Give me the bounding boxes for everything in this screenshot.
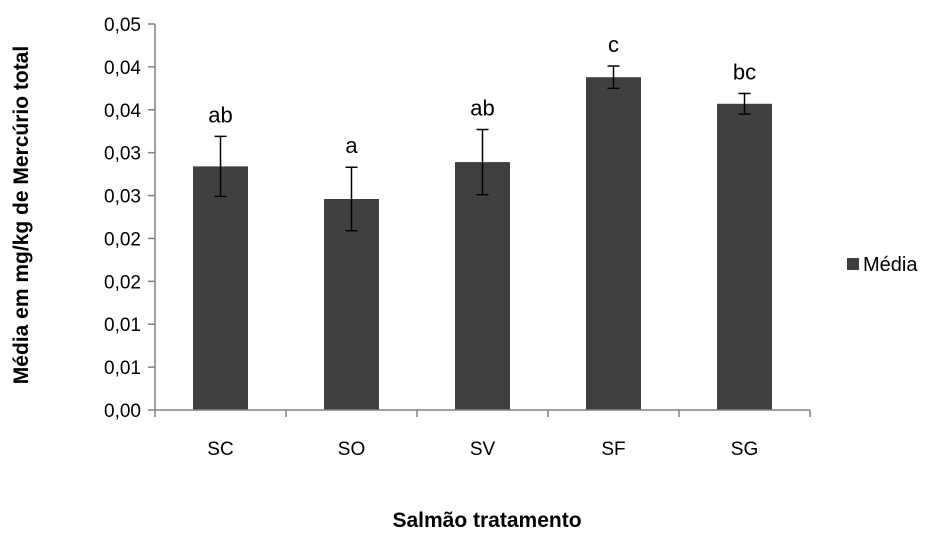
x-axis-title: Salmão tratamento <box>392 509 581 532</box>
y-tick-label: 0,01 <box>104 315 141 336</box>
y-tick-label: 0,03 <box>104 144 141 165</box>
error-bar <box>607 65 620 90</box>
significance-label: ab <box>470 96 494 121</box>
x-axis-ticks: SC SO SV SF SG <box>154 410 811 460</box>
y-tick-label: 0,03 <box>104 187 141 208</box>
bar-sg <box>717 103 772 411</box>
legend-label: Média <box>863 254 918 276</box>
significance-label: a <box>345 133 358 158</box>
error-bars <box>214 65 751 232</box>
bar-sf <box>586 77 641 410</box>
y-axis-title: Média em mg/kg de Mercúrio total <box>10 46 33 384</box>
bar-sc <box>193 166 248 410</box>
data-labels: ab a ab c bc <box>208 32 756 158</box>
y-tick-label: 0,01 <box>104 358 141 379</box>
bar-so <box>324 198 379 410</box>
error-bar <box>214 135 227 198</box>
y-tick-label: 0,00 <box>104 401 141 422</box>
x-tick-label: SO <box>338 439 365 460</box>
x-tick-label: SV <box>470 439 496 460</box>
x-tick-label: SG <box>731 439 758 460</box>
legend: Média <box>847 254 918 276</box>
x-tick-label: SF <box>601 439 625 460</box>
y-tick-label: 0,02 <box>104 272 141 293</box>
significance-label: ab <box>208 102 232 127</box>
y-tick-label: 0,04 <box>104 58 141 79</box>
y-axis-ticks: 0,00 0,01 0,01 0,02 0,02 0,03 0,03 0,04 0,04 0,05 <box>104 15 155 422</box>
significance-label: bc <box>733 59 756 84</box>
legend-swatch <box>847 258 859 270</box>
y-tick-label: 0,05 <box>104 15 141 36</box>
bar-sv <box>455 162 510 410</box>
bars <box>193 77 772 411</box>
significance-label: c <box>608 32 619 57</box>
y-tick-label: 0,02 <box>104 229 141 250</box>
error-bar <box>738 92 751 115</box>
x-tick-label: SC <box>207 439 233 460</box>
error-bar <box>345 166 358 232</box>
error-bar <box>476 128 489 196</box>
y-tick-label: 0,04 <box>104 101 141 122</box>
